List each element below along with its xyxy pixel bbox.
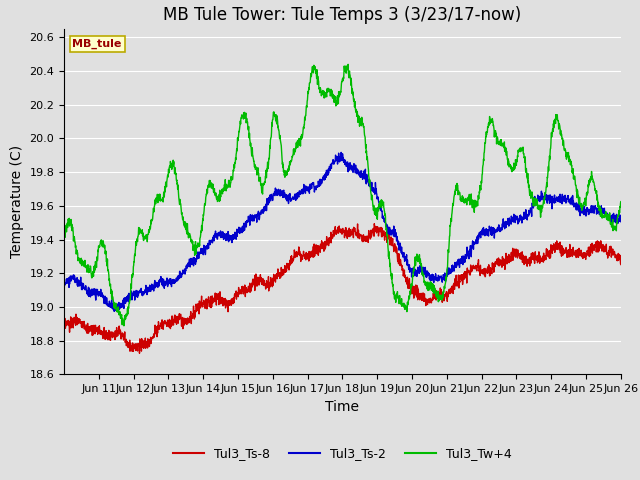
X-axis label: Time: Time (325, 400, 360, 414)
Legend: Tul3_Ts-8, Tul3_Ts-2, Tul3_Tw+4: Tul3_Ts-8, Tul3_Ts-2, Tul3_Tw+4 (168, 442, 517, 465)
Title: MB Tule Tower: Tule Temps 3 (3/23/17-now): MB Tule Tower: Tule Temps 3 (3/23/17-now… (163, 6, 522, 24)
Text: MB_tule: MB_tule (72, 39, 122, 49)
Y-axis label: Temperature (C): Temperature (C) (10, 145, 24, 258)
